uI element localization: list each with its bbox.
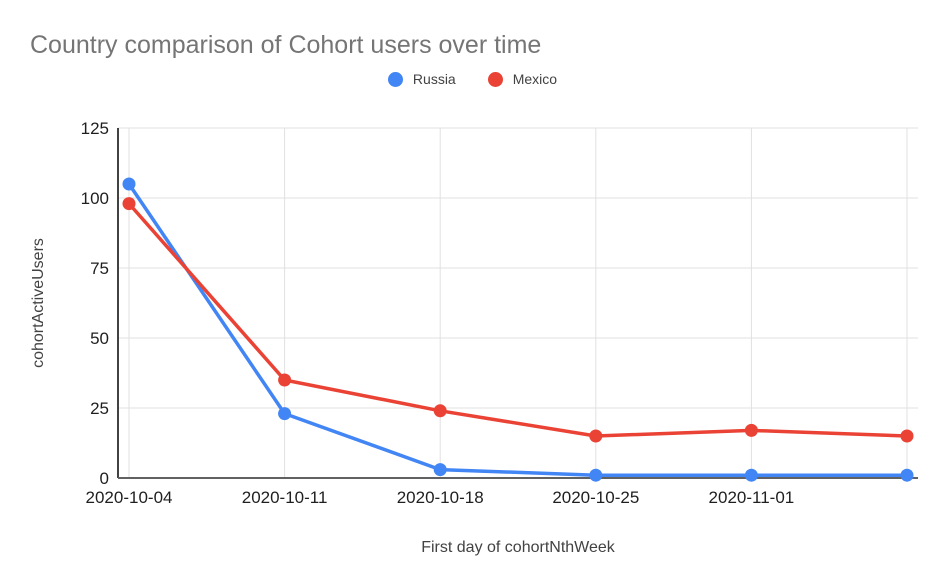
data-point-russia[interactable] — [278, 407, 292, 421]
y-tick-label: 100 — [81, 189, 109, 208]
legend-item-russia[interactable]: Russia — [387, 71, 456, 87]
x-tick-label: 2020-10-11 — [242, 488, 328, 507]
y-tick-label: 25 — [90, 399, 109, 418]
data-point-russia[interactable] — [589, 468, 603, 482]
data-point-mexico[interactable] — [900, 429, 914, 443]
x-tick-label: 2020-10-18 — [397, 488, 484, 507]
chart-title: Country comparison of Cohort users over … — [30, 31, 542, 59]
x-axis-title: First day of cohortNthWeek — [421, 539, 615, 556]
data-point-mexico[interactable] — [278, 373, 292, 387]
x-tick-label: 2020-11-01 — [709, 488, 795, 507]
legend-item-mexico[interactable]: Mexico — [487, 71, 558, 87]
chart-legend: Russia Mexico — [0, 70, 945, 88]
legend-dot-icon — [387, 71, 403, 87]
y-axis-title: cohortActiveUsers — [30, 238, 47, 368]
legend-label: Russia — [412, 71, 456, 87]
data-point-russia[interactable] — [122, 177, 136, 191]
y-tick-label: 50 — [90, 329, 109, 348]
data-point-mexico[interactable] — [433, 404, 447, 418]
data-point-mexico[interactable] — [744, 423, 758, 437]
legend-label: Mexico — [512, 71, 558, 87]
y-tick-label: 75 — [90, 259, 109, 278]
data-point-mexico[interactable] — [122, 197, 136, 211]
legend-dot-icon — [487, 71, 503, 87]
series-line-mexico — [127, 201, 909, 438]
x-tick-label: 2020-10-04 — [86, 488, 173, 507]
data-point-russia[interactable] — [900, 468, 914, 482]
y-tick-label: 0 — [100, 469, 109, 488]
y-tick-label: 125 — [81, 119, 109, 138]
data-point-mexico[interactable] — [589, 429, 603, 443]
series-line-russia — [127, 182, 909, 477]
x-tick-label: 2020-10-25 — [552, 488, 639, 507]
data-point-russia[interactable] — [433, 463, 447, 477]
data-point-russia[interactable] — [744, 468, 758, 482]
